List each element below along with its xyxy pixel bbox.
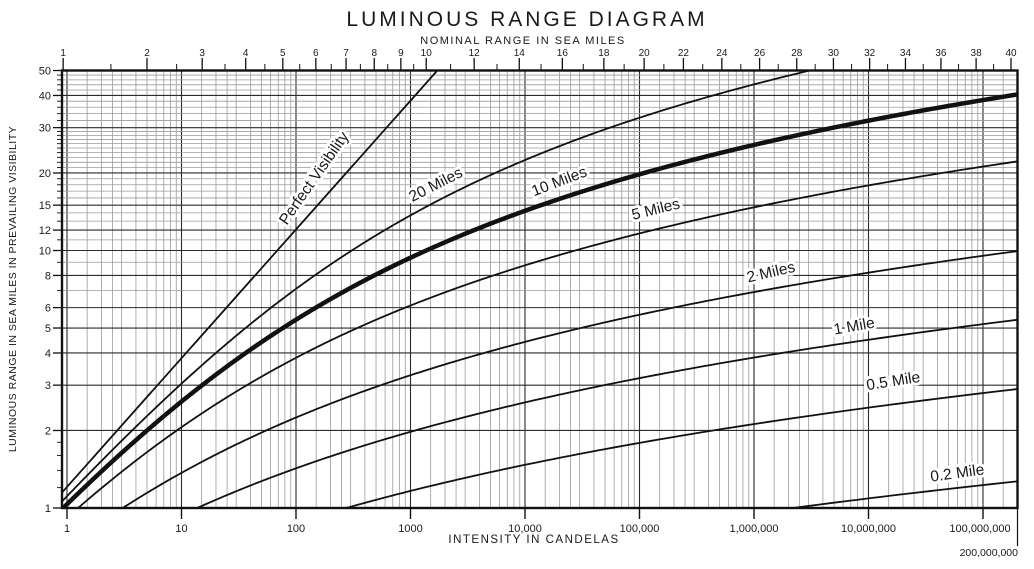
x-axis-title: INTENSITY IN CANDELAS — [448, 534, 619, 546]
left-tick-label: 30 — [39, 123, 51, 135]
left-tick-label: 4 — [45, 348, 51, 360]
left-tick-label: 15 — [39, 200, 51, 212]
top-tick-label: 12 — [469, 48, 481, 59]
bottom-tick-label: 100,000 — [620, 523, 660, 535]
curve-0-5-mile — [345, 388, 1018, 508]
top-tick-label: 36 — [935, 48, 947, 59]
bottom-tick-label: 10,000,000 — [841, 523, 896, 535]
top-axis-title: NOMINAL RANGE IN SEA MILES — [420, 35, 625, 47]
left-tick-label: 20 — [39, 168, 51, 180]
top-tick-label: 18 — [598, 48, 610, 59]
curve-perfect-visibility — [62, 70, 439, 494]
bottom-tick-label: 1,000,000 — [730, 523, 779, 535]
top-tick-label: 5 — [280, 48, 286, 59]
visibility-curves — [62, 70, 1018, 508]
curve-10-miles — [62, 92, 1018, 508]
bottom-tick-label: 10 — [175, 523, 187, 535]
left-tick-label: 10 — [39, 246, 51, 258]
bottom-tick-label: 100 — [287, 523, 305, 535]
left-tick-label: 3 — [45, 380, 51, 392]
bottom-tick-label: 1 — [64, 523, 70, 535]
bottom-tick-label: 100,000,000 — [949, 523, 1010, 535]
top-tick-label: 6 — [313, 48, 319, 59]
grid — [62, 70, 1018, 508]
left-tick-label: 2 — [45, 425, 51, 437]
bottom-tick-label: 10,000 — [508, 523, 542, 535]
top-tick-label: 2 — [144, 48, 150, 59]
axis-ticks — [53, 58, 1019, 546]
left-tick-label: 40 — [39, 90, 51, 102]
top-tick-label: 22 — [678, 48, 690, 59]
top-tick-label: 8 — [371, 48, 377, 59]
bottom-tick-label: 1000 — [398, 523, 422, 535]
top-tick-label: 3 — [199, 48, 205, 59]
curve-2-miles — [121, 250, 1018, 508]
top-tick-label: 4 — [243, 48, 249, 59]
x-extra-tick-label: 200,000,000 — [960, 547, 1019, 559]
top-tick-label: 32 — [864, 48, 876, 59]
curve-0-2-mile — [792, 480, 1018, 508]
curve-label-1-mile: 1 Mile — [832, 315, 876, 339]
top-tick-label: 9 — [398, 48, 404, 59]
curve-5-miles — [77, 160, 1018, 508]
left-tick-label: 6 — [45, 303, 51, 315]
left-tick-label: 1 — [45, 503, 51, 515]
top-tick-label: 20 — [639, 48, 651, 59]
left-tick-label: 50 — [39, 66, 51, 78]
curve-label-2-miles: 2 Miles — [745, 259, 797, 287]
top-tick-label: 26 — [754, 48, 766, 59]
chart-title: LUMINOUS RANGE DIAGRAM — [346, 8, 707, 31]
left-tick-label: 12 — [39, 225, 51, 237]
top-tick-label: 40 — [1005, 48, 1017, 59]
top-tick-label: 38 — [971, 48, 983, 59]
top-tick-label: 16 — [557, 48, 569, 59]
curve-label-0-5-mile: 0.5 Mile — [865, 369, 921, 394]
y-axis-title: LUMINOUS RANGE IN SEA MILES IN PREVAILIN… — [7, 126, 19, 452]
plot-frame — [60, 69, 1019, 510]
top-tick-label: 10 — [421, 48, 433, 59]
left-tick-label: 8 — [45, 270, 51, 282]
top-tick-label: 7 — [343, 48, 349, 59]
top-tick-label: 24 — [716, 48, 728, 59]
curve-1-mile — [196, 318, 1018, 508]
tick-labels: 1 2 3 4 5 6 7 8 9 10 12 14 16 18 20 22 24 26 28 30 32 34 36 38 4… — [39, 48, 1017, 535]
left-tick-label: 5 — [45, 323, 51, 335]
top-tick-label: 30 — [828, 48, 840, 59]
curve-20-miles — [62, 70, 811, 503]
top-tick-label: 14 — [514, 48, 526, 59]
top-tick-label: 28 — [791, 48, 803, 59]
top-tick-label: 1 — [60, 48, 66, 59]
top-tick-label: 34 — [900, 48, 912, 59]
